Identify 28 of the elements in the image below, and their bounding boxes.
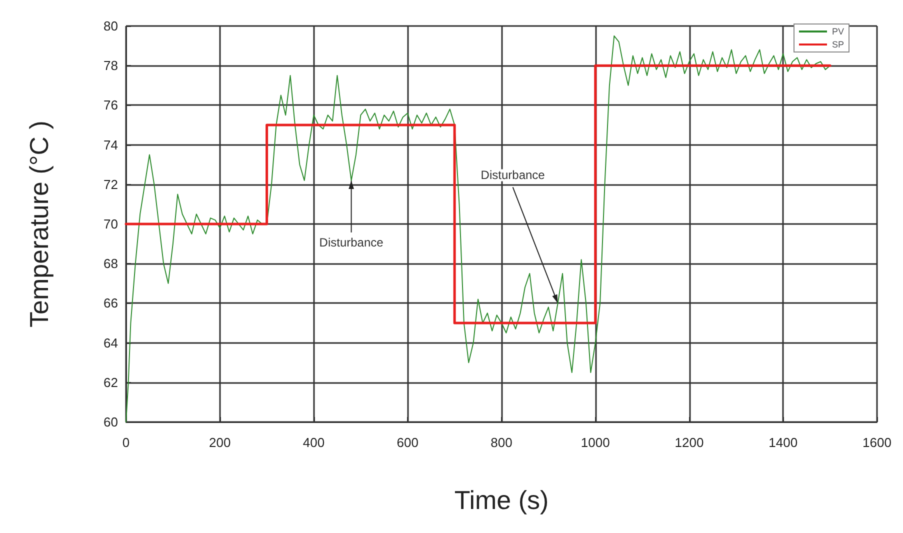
y-tick-label: 74	[104, 137, 118, 152]
y-tick-label: 76	[104, 98, 118, 113]
x-tick-label: 0	[122, 435, 130, 450]
y-tick-label: 66	[104, 296, 118, 311]
y-tick-label: 80	[104, 18, 118, 34]
y-tick-label: 72	[104, 176, 118, 192]
annotation: Disturbance	[480, 168, 546, 182]
y-axis-title: Temperature (°C )	[24, 120, 54, 328]
y-tick-label: 62	[104, 374, 118, 390]
x-tick-label: 1000	[580, 435, 610, 450]
x-tick-label: 1400	[768, 435, 798, 450]
x-tick-label: 400	[302, 435, 325, 450]
y-tick-label: 70	[104, 216, 118, 232]
legend-label: PV	[832, 26, 844, 36]
x-axis-title: Time (s)	[454, 485, 549, 515]
y-tick-label: 60	[104, 414, 118, 430]
x-tick-label: 1200	[674, 435, 704, 450]
y-tick-label: 78	[104, 58, 118, 74]
x-tick-label: 600	[396, 435, 418, 450]
line-series	[126, 35, 831, 422]
y-tick-label: 68	[104, 256, 118, 272]
x-tick-label: 1600	[862, 435, 892, 450]
line-series	[124, 64, 832, 324]
annotation: Disturbance	[319, 235, 384, 250]
y-tick-label: 64	[104, 335, 118, 350]
x-tick-label: 200	[209, 435, 231, 450]
x-tick-label: 800	[490, 435, 512, 450]
legend-label: SP	[832, 40, 844, 50]
